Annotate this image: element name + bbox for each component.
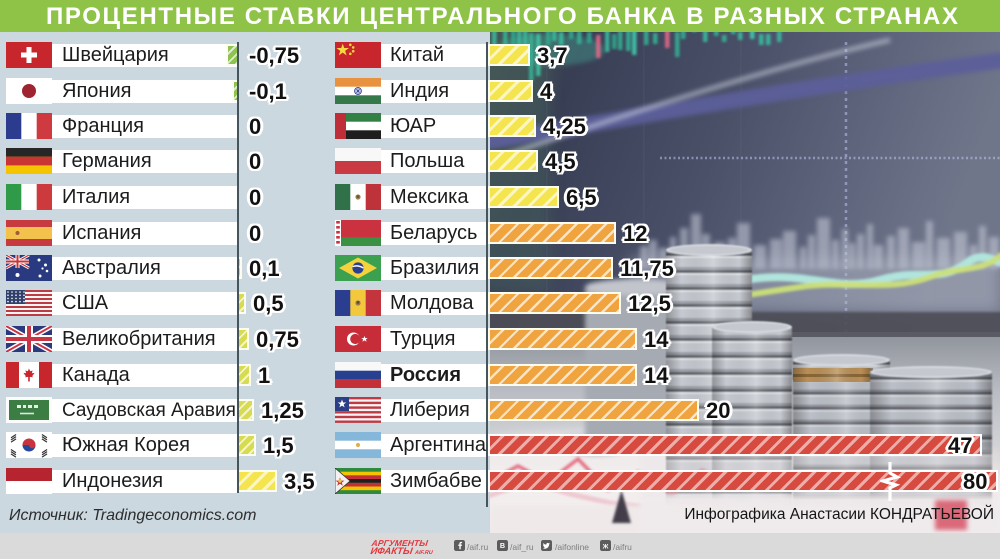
svg-text:B: B [500, 541, 505, 550]
svg-text:Ж: Ж [602, 543, 609, 550]
